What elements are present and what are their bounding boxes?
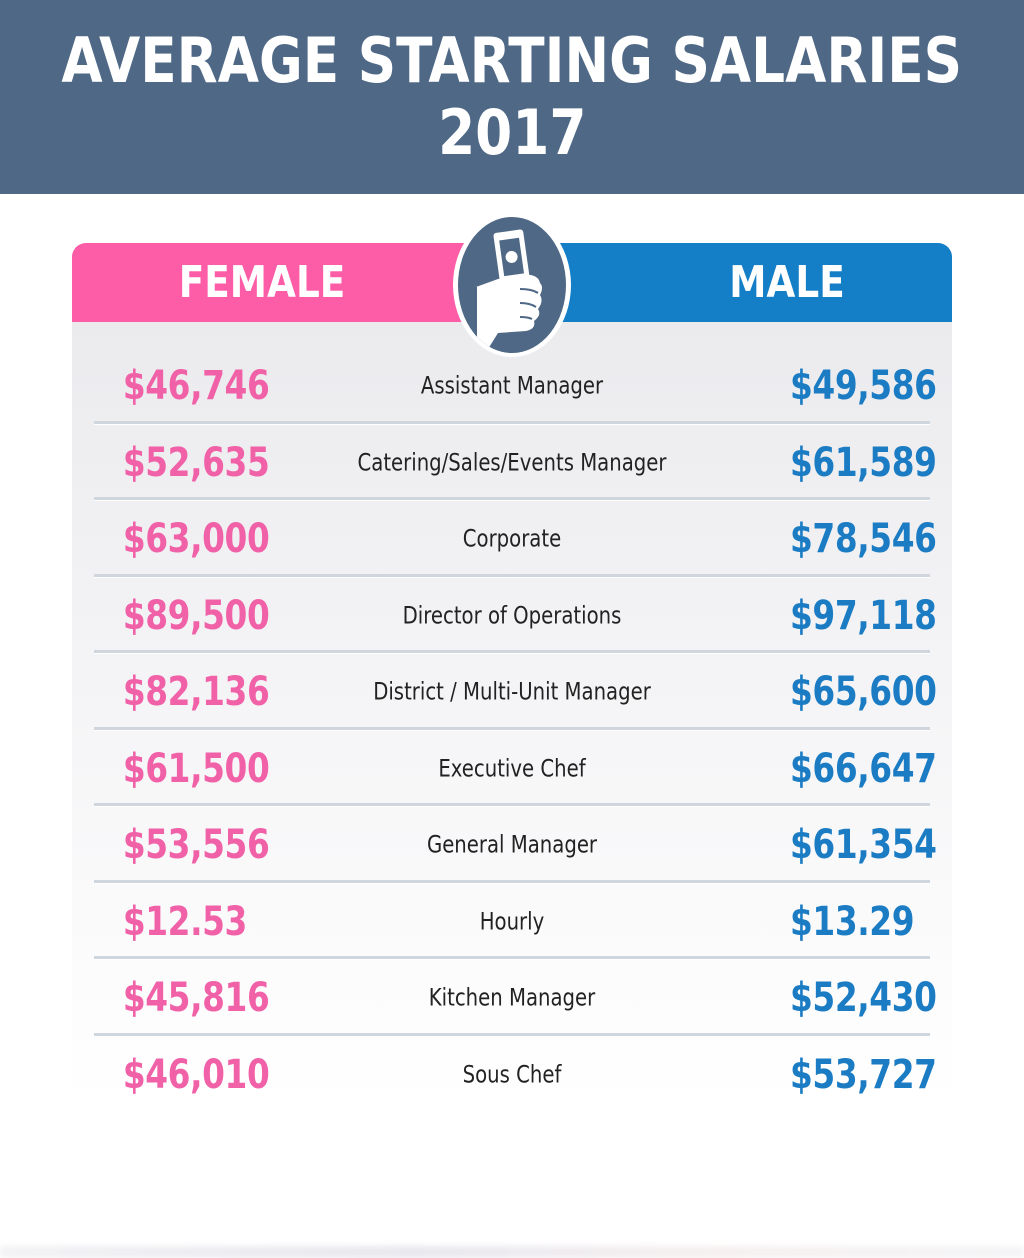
male-salary: $61,589 — [790, 439, 937, 486]
table-row: $53,556 General Manager $61,354 — [94, 807, 937, 884]
page-title: AVERAGE STARTING SALARIES — [61, 24, 963, 97]
male-salary: $52,430 — [790, 975, 937, 1022]
table-row: $89,500 Director of Operations $97,118 — [94, 578, 937, 655]
position-label: Director of Operations — [402, 601, 622, 630]
position-label: Hourly — [479, 907, 545, 936]
male-salary: $61,354 — [790, 822, 937, 869]
table-row: $61,500 Executive Chef $66,647 — [94, 731, 937, 808]
male-header: MALE — [512, 243, 952, 322]
table-row: $52,635 Catering/Sales/Events Manager $6… — [94, 425, 937, 502]
hand-holding-money-icon — [453, 213, 571, 357]
position-label: Catering/Sales/Events Manager — [357, 448, 667, 477]
male-salary: $13.29 — [790, 898, 915, 945]
table-row: $63,000 Corporate $78,546 — [94, 501, 937, 578]
salary-rows: $46,746 Assistant Manager $49,586 $52,63… — [94, 348, 937, 1114]
male-salary: $78,546 — [790, 516, 937, 563]
page-subtitle-year: 2017 — [437, 96, 587, 169]
bottom-edge-decoration — [0, 1246, 1024, 1258]
position-label: Sous Chef — [462, 1060, 562, 1089]
male-salary: $97,118 — [790, 592, 937, 639]
male-salary: $53,727 — [790, 1051, 937, 1098]
table-row: $82,136 District / Multi-Unit Manager $6… — [94, 654, 937, 731]
title-banner: AVERAGE STARTING SALARIES 2017 — [0, 0, 1024, 194]
male-salary: $65,600 — [790, 669, 937, 716]
table-row: $45,816 Kitchen Manager $52,430 — [94, 960, 937, 1037]
female-header-label: FEMALE — [178, 257, 346, 308]
female-salary: $12.53 — [122, 898, 248, 945]
position-label: Assistant Manager — [420, 371, 604, 400]
table-row: $12.53 Hourly $13.29 — [94, 884, 930, 961]
table-row: $46,010 Sous Chef $53,727 — [94, 1037, 937, 1114]
male-salary: $66,647 — [790, 745, 937, 792]
position-label: District / Multi-Unit Manager — [373, 677, 651, 706]
position-label: Executive Chef — [438, 754, 586, 783]
position-label: General Manager — [426, 830, 598, 859]
position-label: Kitchen Manager — [428, 983, 596, 1012]
table-body-background — [72, 322, 952, 1102]
male-salary: $49,586 — [790, 363, 937, 410]
position-label: Corporate — [462, 524, 562, 553]
male-header-label: MALE — [729, 257, 845, 308]
salary-table: FEMALE MALE $46,746 Assistant Manag — [72, 213, 952, 1103]
female-header: FEMALE — [72, 243, 512, 322]
table-row: $46,746 Assistant Manager $49,586 — [94, 348, 937, 425]
